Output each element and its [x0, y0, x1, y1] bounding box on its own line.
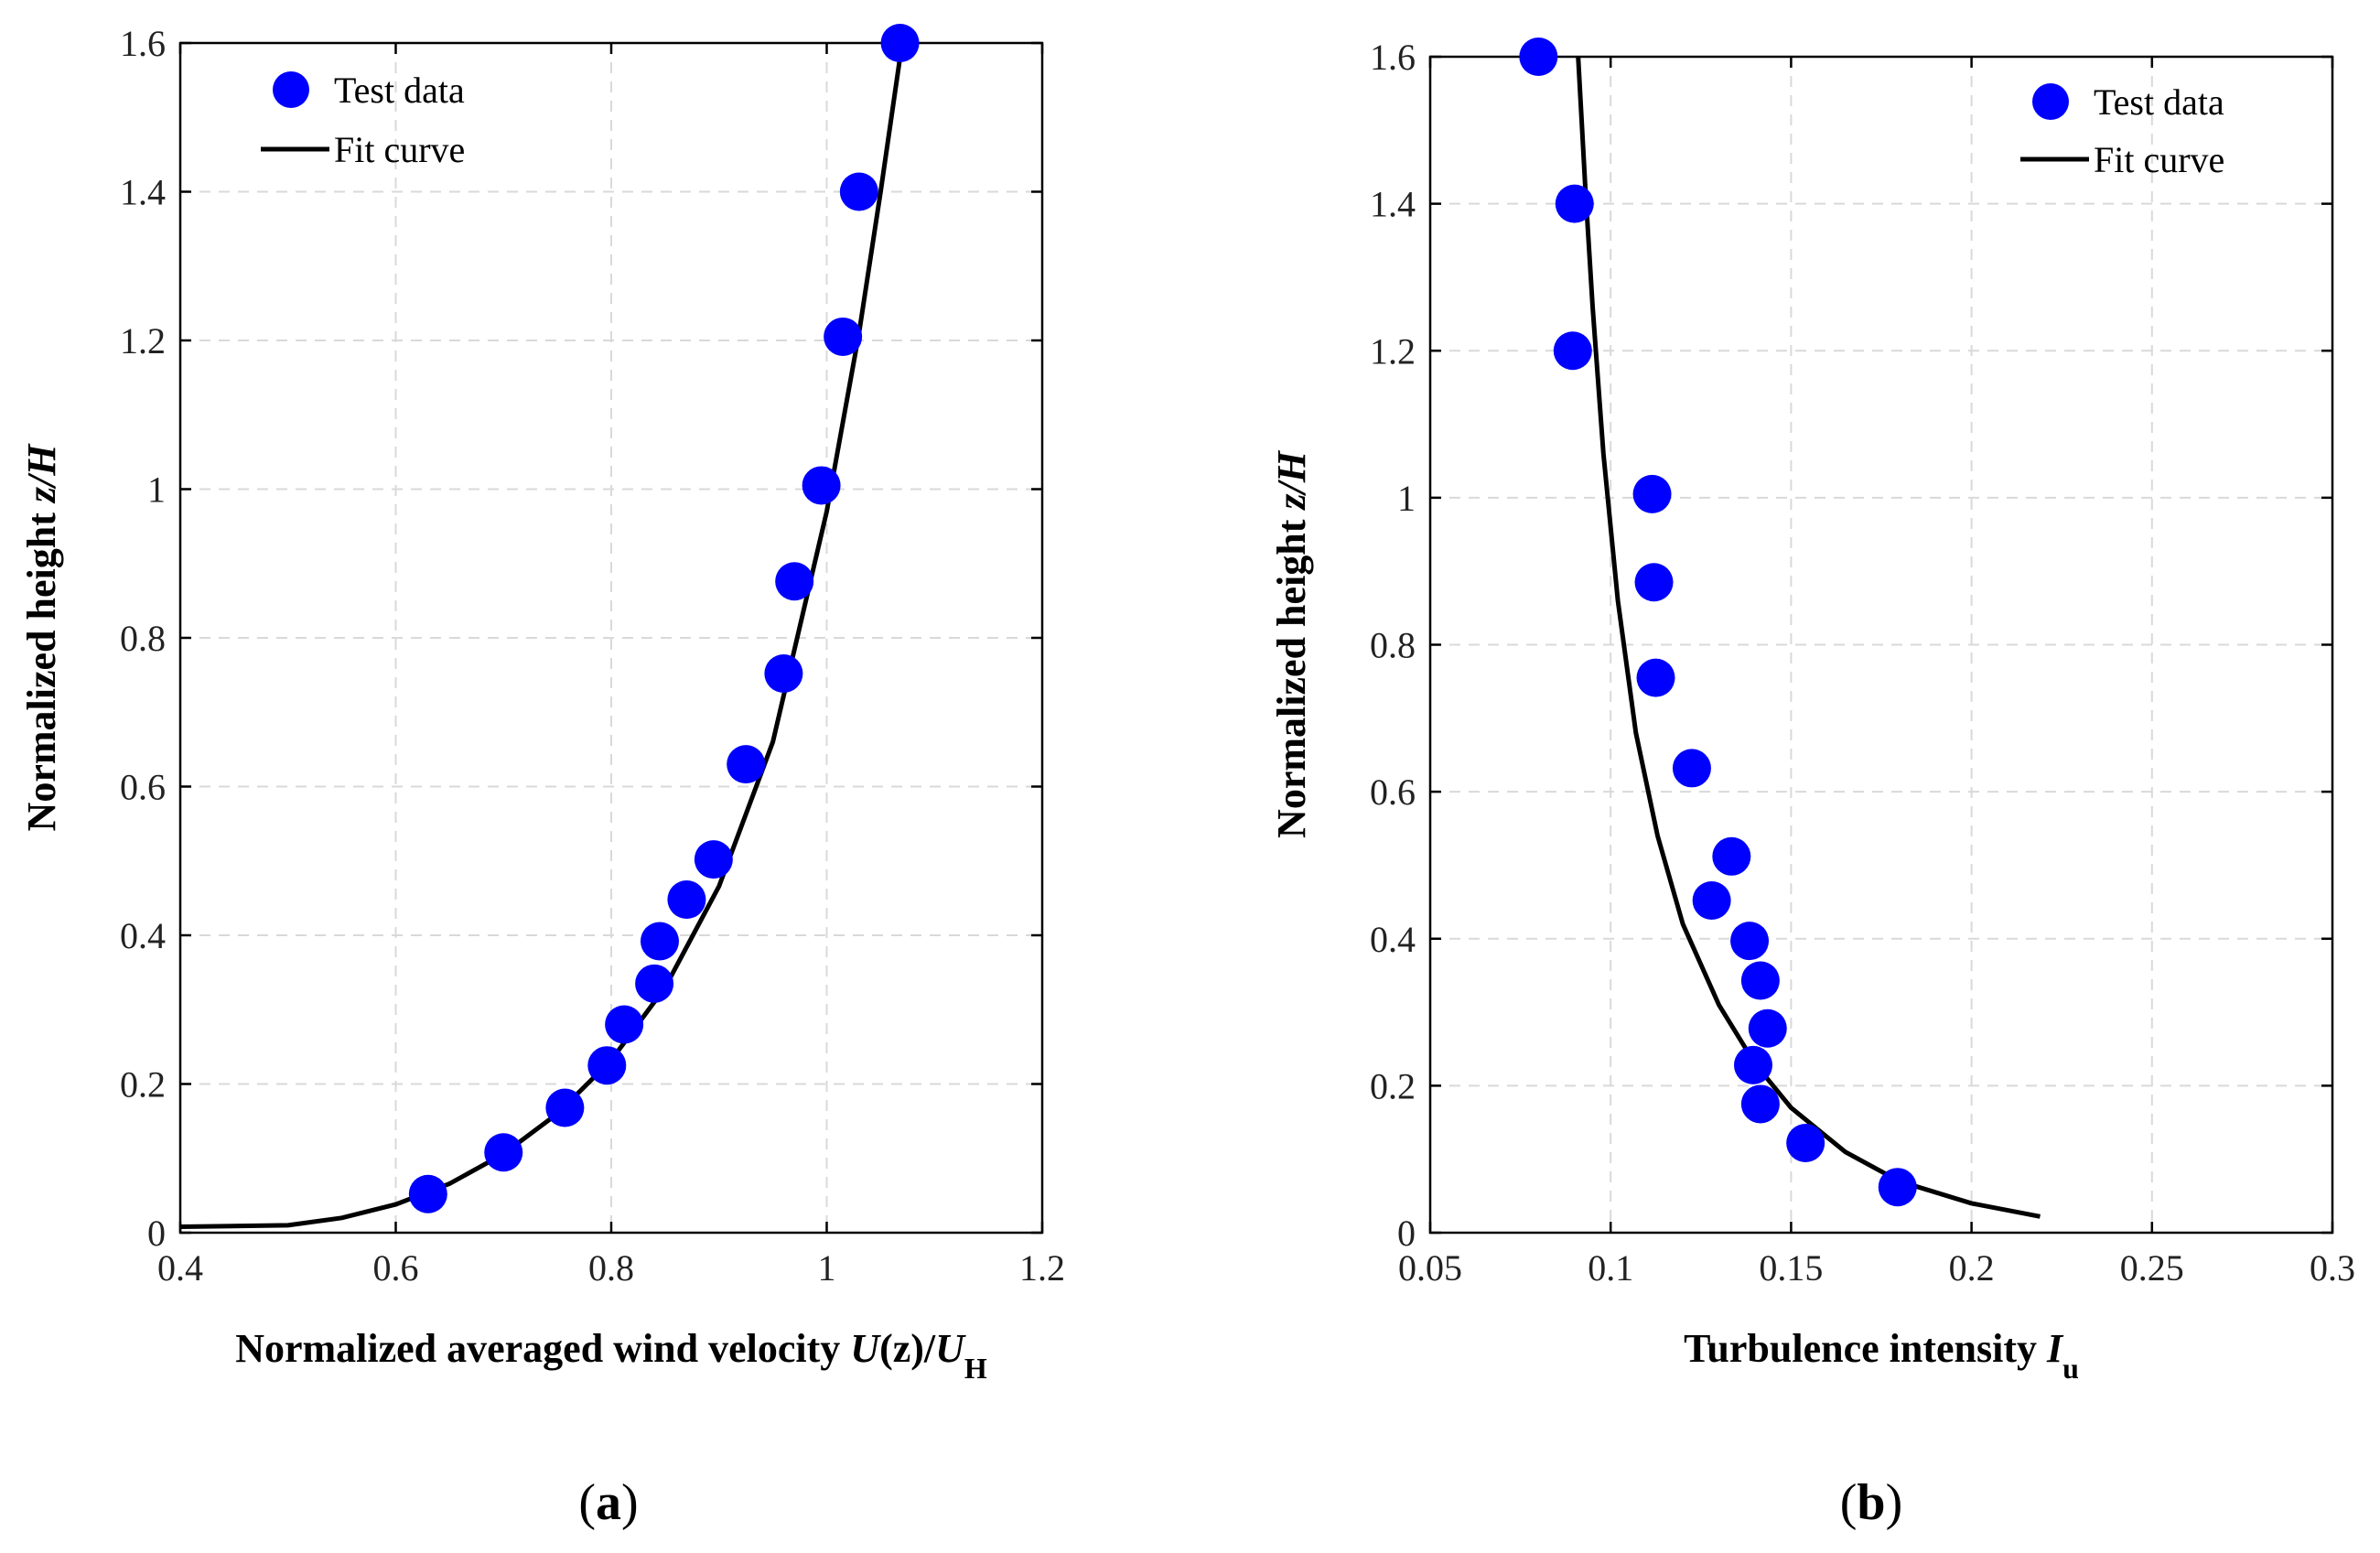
- x-axis-title-part: u: [2062, 1352, 2079, 1385]
- y-tick-label: 0.4: [120, 915, 166, 956]
- y-tick-label: 0: [147, 1213, 166, 1254]
- data-point: [1672, 749, 1711, 788]
- y-tick-label: 0.2: [120, 1064, 166, 1105]
- y-tick-label: 1: [147, 469, 166, 511]
- data-point: [1634, 563, 1674, 602]
- x-axis-title: Turbulence intensity Iu: [1684, 1326, 2079, 1385]
- x-axis-title-part: I: [2046, 1326, 2064, 1371]
- data-point: [1740, 1084, 1780, 1124]
- data-point: [484, 1133, 523, 1172]
- y-tick-label: 0.8: [1370, 625, 1416, 666]
- data-point: [1878, 1168, 1917, 1207]
- chart-a: 0.4 0.6 0.8 1 1.2 0 0.2 0.4 0.6 0.8 1 1.2 1.4 1.6 Test…: [19, 23, 1065, 1531]
- data-point: [640, 922, 679, 961]
- legend-label-test-data: Test data: [2094, 81, 2224, 123]
- panel-label-close: ): [621, 1474, 639, 1531]
- data-point: [1692, 880, 1731, 920]
- data-point: [1786, 1124, 1825, 1163]
- data-point: [635, 964, 674, 1003]
- fit-curve-line: [180, 42, 905, 1229]
- x-axis-title: Normalized averaged wind velocity U(z)/U…: [235, 1326, 987, 1385]
- data-point: [408, 1174, 447, 1213]
- y-tick-label: 1.4: [120, 172, 166, 213]
- x-tick-label: 1: [818, 1247, 836, 1289]
- data-point: [694, 840, 733, 879]
- y-axis-title-part: Normalized height: [19, 502, 64, 831]
- data-point: [1555, 184, 1594, 223]
- x-tick-label: 0.2: [1949, 1247, 1995, 1289]
- data-point: [545, 1088, 585, 1127]
- x-tick-label: 0.25: [2120, 1247, 2184, 1289]
- x-tick-label: 0.1: [1588, 1247, 1633, 1289]
- panel-label-letter: b: [1857, 1474, 1885, 1531]
- x-tick-label: 0.15: [1759, 1247, 1823, 1289]
- data-point: [1632, 474, 1672, 513]
- x-axis-title-part: Normalized averaged wind velocity: [235, 1326, 850, 1371]
- legend: Test data Fit curve: [2020, 81, 2224, 180]
- data-point: [802, 466, 841, 505]
- y-tick-label: 1: [1397, 478, 1416, 519]
- legend-label-fit-curve: Fit curve: [334, 129, 465, 170]
- data-point: [824, 317, 863, 356]
- data-point: [1748, 1008, 1787, 1048]
- y-tick-label: 0.8: [120, 618, 166, 659]
- data-point: [1519, 38, 1558, 76]
- panel-label-open: (: [1840, 1474, 1858, 1531]
- data-point: [880, 24, 920, 62]
- data-point: [1733, 1045, 1772, 1084]
- data-point: [605, 1005, 644, 1044]
- legend-label-test-data: Test data: [334, 70, 465, 111]
- y-tick-label: 1.4: [1370, 184, 1416, 225]
- y-axis-title-part: Normalized height: [1269, 510, 1314, 838]
- panel-label: (a): [578, 1474, 638, 1531]
- x-axis-title-part: H: [964, 1352, 987, 1385]
- x-axis-title-part: (z)/: [879, 1326, 936, 1371]
- legend-marker-test-data: [273, 71, 309, 108]
- data-point: [1740, 961, 1780, 1000]
- data-point: [667, 880, 706, 919]
- chart-b: 0.05 0.1 0.15 0.2 0.25 0.3 0 0.2 0.4 0.6 0.8 1 1.2 1.…: [1269, 37, 2355, 1531]
- y-tick-label: 0: [1397, 1213, 1416, 1254]
- y-tick-label: 1.6: [120, 23, 166, 64]
- data-point: [1712, 836, 1751, 876]
- fit-curve-line: [1576, 56, 2041, 1219]
- y-tick-label: 0.6: [1370, 771, 1416, 813]
- x-tick-label: 0.3: [2310, 1247, 2355, 1289]
- data-point: [839, 172, 878, 211]
- y-tick-label: 0.2: [1370, 1065, 1416, 1106]
- y-tick-label: 1.6: [1370, 37, 1416, 78]
- x-tick-label: 0.05: [1398, 1247, 1462, 1289]
- legend: Test data Fit curve: [261, 70, 465, 170]
- data-point: [727, 745, 766, 784]
- y-tick-label: 0.6: [120, 767, 166, 808]
- x-axis-title-part: Turbulence intensity: [1684, 1326, 2047, 1371]
- x-axis-title-part: U: [935, 1326, 966, 1371]
- y-axis-title: Normalized height z/H: [1269, 449, 1314, 838]
- y-axis-title-part: z/H: [19, 443, 64, 504]
- x-tick-label: 0.8: [588, 1247, 634, 1289]
- x-tick-label: 1.2: [1019, 1247, 1065, 1289]
- legend-label-fit-curve: Fit curve: [2094, 139, 2224, 180]
- legend-marker-test-data: [2032, 83, 2069, 120]
- data-point: [1553, 331, 1592, 371]
- y-tick-label: 1.2: [1370, 330, 1416, 372]
- y-tick-label: 1.2: [120, 320, 166, 361]
- data-point: [775, 562, 814, 601]
- panel-label-open: (: [578, 1474, 596, 1531]
- y-axis-title-part: z/H: [1269, 449, 1314, 511]
- data-point: [1730, 922, 1770, 961]
- x-axis-title-part: U: [850, 1326, 881, 1371]
- data-point: [1636, 658, 1675, 697]
- data-point: [764, 654, 803, 693]
- panel-label: (b): [1840, 1474, 1902, 1531]
- panel-label-letter: a: [596, 1474, 621, 1531]
- y-axis-title: Normalized height z/H: [19, 443, 64, 832]
- x-tick-label: 0.6: [373, 1247, 419, 1289]
- x-tick-label: 0.4: [157, 1247, 203, 1289]
- data-point: [587, 1046, 627, 1085]
- panel-label-close: ): [1886, 1474, 1903, 1531]
- y-tick-label: 0.4: [1370, 919, 1416, 960]
